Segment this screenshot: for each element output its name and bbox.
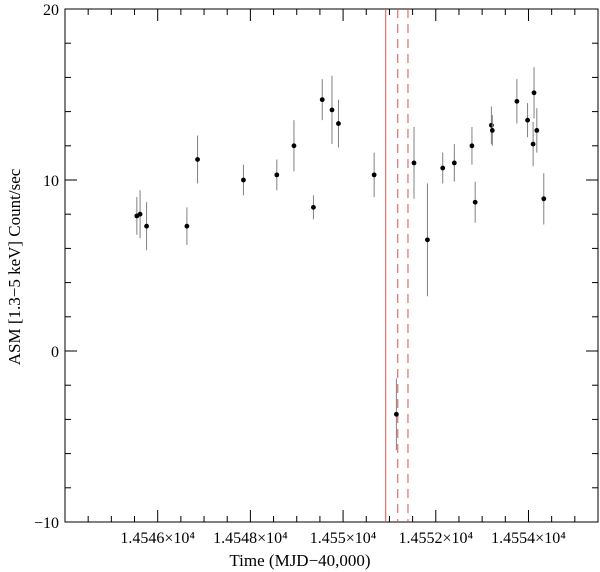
x-tick-label: 1.4548×10⁴ <box>213 530 288 547</box>
data-point <box>440 165 446 171</box>
data-layer <box>134 67 547 451</box>
axes-layer: 1.4546×10⁴ 1.4548×10⁴ 1.455×10⁴ 1.4552×10⁴ 1… <box>34 2 599 547</box>
data-point <box>329 107 335 113</box>
data-point <box>489 128 495 133</box>
data-point <box>469 143 475 149</box>
data-point <box>411 160 417 166</box>
data-point <box>425 237 430 243</box>
x-tick-label: 1.4554×10⁴ <box>491 530 566 547</box>
data-point <box>137 211 143 217</box>
y-tick-label: 10 <box>43 173 59 190</box>
data-point <box>525 117 530 123</box>
y-axis-title: ASM [1.3−5 keV] Count/sec <box>5 168 24 365</box>
y-tick-label: −10 <box>34 515 59 532</box>
data-point <box>451 160 457 166</box>
x-tick-label: 1.4552×10⁴ <box>398 530 473 547</box>
data-point <box>541 196 547 202</box>
data-point <box>514 98 520 104</box>
data-point <box>311 204 316 210</box>
data-point <box>144 223 149 229</box>
data-point <box>472 199 478 205</box>
data-point <box>274 172 280 178</box>
y-tick-label: 0 <box>51 344 59 361</box>
data-point <box>184 223 190 229</box>
plot-frame <box>64 8 599 523</box>
data-point <box>489 122 494 128</box>
data-point <box>336 121 341 126</box>
data-point <box>530 141 536 147</box>
data-point <box>319 97 325 103</box>
data-point <box>195 157 200 162</box>
x-tick-label: 1.4546×10⁴ <box>120 530 195 547</box>
data-point <box>393 411 399 417</box>
data-point <box>241 177 246 183</box>
y-tick-label: 20 <box>43 2 59 19</box>
data-point <box>291 143 297 149</box>
x-axis-title: Time (MJD−40,000) <box>229 551 370 570</box>
data-point <box>531 90 537 96</box>
x-tick-label: 1.455×10⁴ <box>310 530 377 547</box>
marker-lines-layer <box>385 9 409 522</box>
data-point <box>534 128 540 133</box>
data-point <box>371 172 377 178</box>
